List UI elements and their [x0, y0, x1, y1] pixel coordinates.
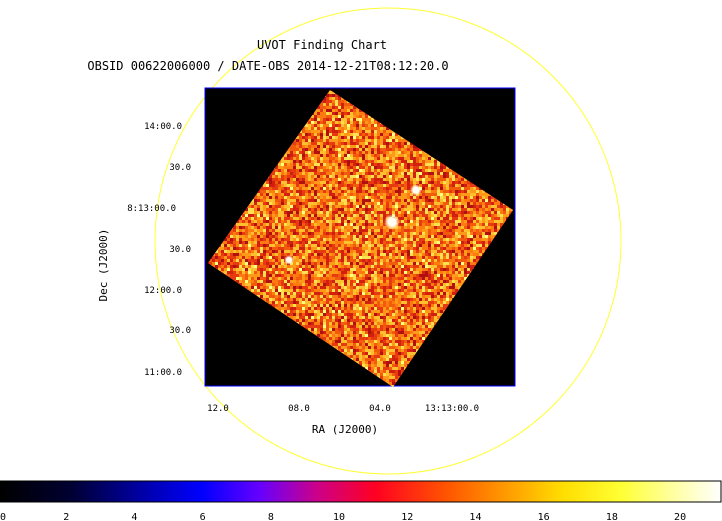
x-tick-label: 12.0: [207, 404, 229, 414]
colorbar-tick-label: 16: [538, 512, 550, 521]
colorbar-tick-label: 6: [200, 512, 206, 521]
colorbar-tick-label: 4: [131, 512, 137, 521]
x-axis-label: RA (J2000): [312, 423, 378, 436]
colorbar-tick-label: 0: [0, 512, 6, 521]
x-tick-label: 04.0: [369, 404, 391, 414]
colorbar-tick-label: 2: [63, 512, 69, 521]
field-of-view-circle: [154, 7, 622, 475]
y-tick-label: 30.0: [169, 245, 191, 255]
y-tick-label: 12:00.0: [144, 286, 182, 296]
y-axis-label: Dec (J2000): [97, 229, 110, 302]
x-tick-label: 08.0: [288, 404, 310, 414]
colorbar-tick-label: 12: [401, 512, 413, 521]
colorbar: [0, 480, 722, 503]
source-west: [284, 255, 294, 265]
chart-title: UVOT Finding Chart: [257, 38, 387, 52]
x-tick-label: 13:13:00.0: [425, 404, 479, 414]
y-tick-label: 11:00.0: [144, 368, 182, 378]
colorbar-ticks: 0 2 4 6 8 10 12 14 16 18 20: [0, 512, 686, 521]
y-tick-label: 8:13:00.0: [127, 204, 176, 214]
colorbar-tick-label: 14: [469, 512, 481, 521]
colorbar-tick-label: 10: [333, 512, 345, 521]
colorbar-tick-label: 20: [674, 512, 686, 521]
colorbar-tick-label: 18: [606, 512, 618, 521]
colorbar-tick-label: 8: [268, 512, 274, 521]
source-north: [410, 184, 422, 196]
source-bright: [384, 214, 400, 230]
chart-subtitle: OBSID 00622006000 / DATE-OBS 2014-12-21T…: [87, 59, 448, 73]
y-tick-label: 30.0: [169, 326, 191, 336]
y-tick-label: 14:00.0: [144, 122, 182, 132]
y-tick-label: 30.0: [169, 163, 191, 173]
